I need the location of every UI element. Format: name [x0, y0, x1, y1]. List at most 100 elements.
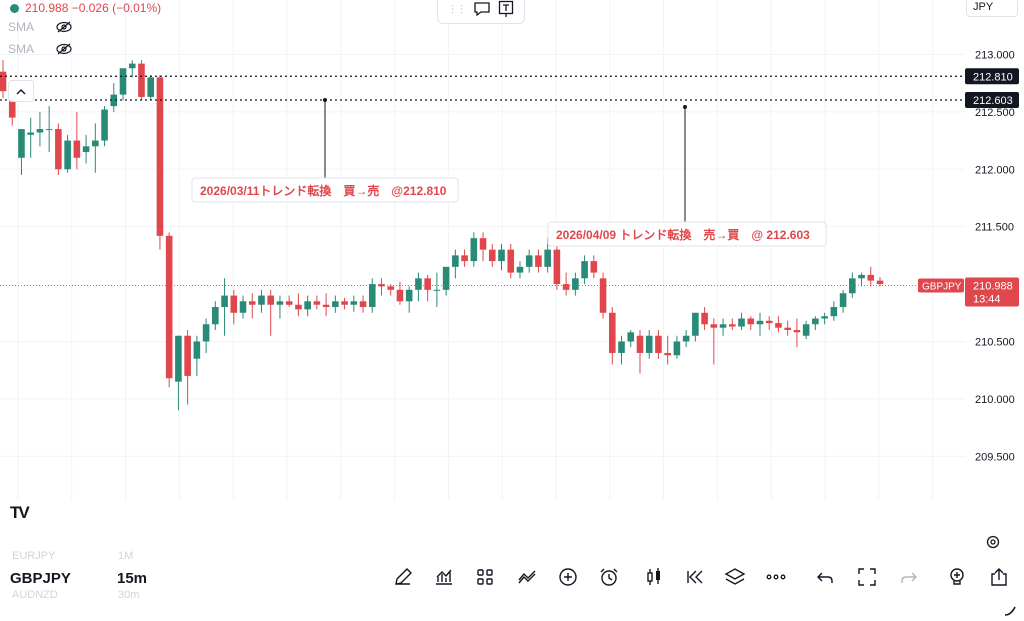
- candle-body: [64, 140, 71, 170]
- candle-body: [101, 109, 108, 141]
- indicators-icon[interactable]: [433, 566, 455, 588]
- horizontal-line-price-tag: [965, 92, 1019, 109]
- layers-icon[interactable]: [724, 566, 746, 588]
- candle-body: [396, 289, 404, 302]
- templates-icon[interactable]: [474, 566, 496, 588]
- eye-hidden-icon[interactable]: [56, 21, 72, 33]
- chart-legend: 210.988 −0.026 (−0.01%) SMA SMA: [6, 0, 161, 60]
- candle-body: [470, 238, 478, 262]
- horizontal-line-price-tag: [965, 68, 1019, 85]
- candle-body: [738, 318, 745, 327]
- compare-icon[interactable]: [516, 566, 538, 588]
- ideas-icon[interactable]: [946, 566, 968, 588]
- candle-body: [728, 324, 736, 327]
- pencil-icon[interactable]: [392, 566, 414, 588]
- candle-body: [387, 286, 395, 290]
- candle-body: [793, 330, 801, 333]
- candle-body: [368, 284, 376, 308]
- candle-body: [313, 301, 321, 305]
- candle-body: [488, 249, 496, 262]
- symbol-tag-bg: [918, 278, 964, 293]
- ghost-symbol-below: AUDNZD: [12, 589, 58, 601]
- add-icon[interactable]: [557, 566, 579, 588]
- resize-corner-icon[interactable]: [1003, 603, 1017, 617]
- candlestick-chart[interactable]: 213.000 212.500 212.000 211.500 210.500 210.0…: [0, 0, 1024, 530]
- candle-body: [184, 335, 191, 376]
- candle-body: [193, 341, 201, 359]
- candle-body: [535, 255, 542, 267]
- candle-body: [830, 307, 838, 317]
- candle-body: [655, 335, 662, 353]
- candle-body: [525, 255, 533, 267]
- candle-body: [682, 335, 690, 342]
- candle-body: [636, 335, 644, 353]
- candle-body: [701, 312, 708, 325]
- candle-body: [692, 312, 699, 336]
- undo-icon[interactable]: [814, 566, 836, 588]
- candle-body: [784, 327, 791, 330]
- price-tick-label: 209.500: [975, 451, 1015, 463]
- candle-body: [110, 94, 118, 107]
- currency-selector[interactable]: JPY: [966, 0, 1018, 17]
- candle-body: [424, 278, 431, 290]
- candle-body: [608, 312, 616, 353]
- floating-drawing-toolbar[interactable]: ⋮⋮: [437, 0, 525, 24]
- candle-body: [175, 335, 182, 382]
- price-tick-label: 210.000: [975, 394, 1015, 406]
- bottom-toolbar: EURJPY 1M GBPJPY 15m AUDNZD 30m: [0, 550, 1024, 621]
- chart-area[interactable]: 213.000 212.500 212.000 211.500 210.500 210.0…: [0, 0, 1024, 530]
- candle-body: [165, 235, 173, 379]
- candle-body: [415, 278, 422, 290]
- horizontal-line-price-label: 212.603: [973, 95, 1013, 107]
- candle-body: [664, 352, 671, 356]
- drag-handle-icon[interactable]: ⋮⋮: [447, 3, 467, 15]
- fullscreen-icon[interactable]: [856, 566, 878, 588]
- candle-body: [765, 320, 773, 324]
- gear-icon[interactable]: [985, 534, 1001, 550]
- candle-body: [802, 324, 810, 336]
- chevron-up-icon: [16, 88, 26, 94]
- candle-body: [627, 332, 635, 342]
- candle-body: [433, 289, 441, 291]
- alarm-icon[interactable]: [598, 566, 620, 588]
- text-tool-icon[interactable]: [498, 0, 514, 18]
- callout-anchor-dot: [323, 98, 327, 103]
- price-tick-label: 210.500: [975, 336, 1015, 348]
- indicator-label: SMA: [8, 42, 35, 56]
- share-icon[interactable]: [988, 566, 1010, 588]
- candle-body: [590, 261, 598, 273]
- candle-body: [248, 301, 256, 305]
- candle-body: [516, 266, 524, 273]
- candle-body: [230, 295, 238, 313]
- candle-body: [92, 140, 99, 147]
- candle-body: [322, 304, 330, 308]
- candle-body: [82, 146, 90, 153]
- candle-body: [147, 77, 155, 97]
- candle-body: [461, 255, 468, 262]
- current-price-label: 210.988: [973, 280, 1013, 292]
- callout-anchor-dot: [683, 105, 687, 110]
- candle-body: [332, 301, 339, 308]
- legend-indicator-sma-2[interactable]: SMA: [6, 38, 161, 60]
- candle-body: [258, 295, 265, 305]
- symbol-selector[interactable]: GBPJPY: [10, 570, 71, 587]
- candle-body: [18, 129, 25, 158]
- candle-body: [839, 293, 847, 308]
- collapse-legend-button[interactable]: [8, 80, 34, 102]
- legend-indicator-sma-1[interactable]: SMA: [6, 16, 161, 38]
- eye-hidden-icon[interactable]: [56, 43, 72, 55]
- candle-body: [858, 274, 865, 279]
- candle-body: [747, 318, 755, 325]
- candle-body: [73, 140, 81, 158]
- redo-icon[interactable]: [898, 566, 920, 588]
- candle-body: [645, 335, 653, 353]
- comment-icon[interactable]: [473, 1, 491, 17]
- callout-box: [547, 221, 827, 247]
- callout-box: [191, 177, 459, 203]
- candle-body: [821, 316, 828, 319]
- candles-icon[interactable]: [643, 566, 665, 588]
- candle-body: [36, 129, 44, 133]
- interval-selector[interactable]: 15m: [117, 570, 148, 587]
- more-icon[interactable]: [765, 566, 787, 588]
- replay-icon[interactable]: [684, 566, 706, 588]
